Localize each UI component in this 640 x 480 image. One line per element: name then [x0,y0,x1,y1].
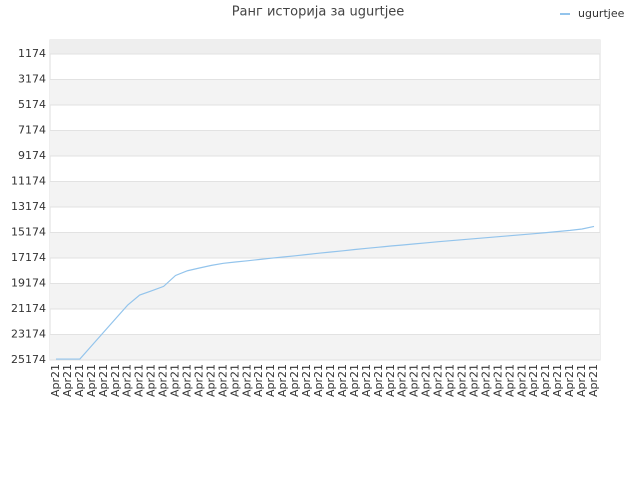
x-tick-label: Apr21 [384,364,397,397]
chart-title: Ранг историја за ugurtjee [232,5,405,20]
x-tick-label: Apr21 [216,364,229,397]
x-tick-label: Apr21 [527,364,540,397]
x-tick-label: Apr21 [300,364,313,397]
x-tick-label: Apr21 [348,364,361,397]
x-tick-label: Apr21 [444,364,457,397]
x-tick-label: Apr21 [360,364,373,397]
x-tick-label: Apr21 [204,364,217,397]
x-tick-label: Apr21 [85,364,98,397]
grid-band [50,40,600,54]
x-tick-label: Apr21 [276,364,289,397]
y-tick-label: 9174 [18,149,46,162]
x-tick-label: Apr21 [121,364,134,397]
x-tick-label: Apr21 [408,364,421,397]
y-tick-label: 23174 [11,327,46,340]
y-tick-label: 1174 [18,47,46,60]
y-tick-label: 7174 [18,123,46,136]
y-tick-label: 25174 [11,353,46,366]
x-tick-label: Apr21 [288,364,301,397]
x-tick-label: Apr21 [324,364,337,397]
x-tick-label: Apr21 [252,364,265,397]
x-tick-label: Apr21 [181,364,194,397]
x-tick-label: Apr21 [240,364,253,397]
x-tick-label: Apr21 [456,364,469,397]
x-tick-label: Apr21 [491,364,504,397]
grid-band [50,283,600,309]
x-tick-label: Apr21 [97,364,110,397]
data-line [55,225,595,360]
x-tick-label: Apr21 [157,364,170,397]
x-tick-label: Apr21 [587,364,600,397]
x-tick-label: Apr21 [145,364,158,397]
y-tick-label: 15174 [11,225,46,238]
grid-band [50,79,600,105]
grid-band [50,130,600,156]
x-tick-label: Apr21 [575,364,588,397]
x-tick-label: Apr21 [467,364,480,397]
x-tick-label: Apr21 [109,364,122,397]
legend-label: ugurtjee [578,7,625,20]
x-tick-label: Apr21 [228,364,241,397]
x-tick-label: Apr21 [551,364,564,397]
y-tick-label: 19174 [11,276,46,289]
x-tick-label: Apr21 [503,364,516,397]
x-tick-label: Apr21 [432,364,445,397]
x-tick-label: Apr21 [420,364,433,397]
y-tick-label: 17174 [11,251,46,264]
grid-band [50,232,600,258]
x-tick-label: Apr21 [61,364,74,397]
x-tick-label: Apr21 [312,364,325,397]
x-tick-label: Apr21 [539,364,552,397]
x-tick-label: Apr21 [73,364,86,397]
x-tick-label: Apr21 [479,364,492,397]
x-tick-label: Apr21 [49,364,62,397]
y-tick-label: 13174 [11,200,46,213]
x-tick-label: Apr21 [264,364,277,397]
y-tick-label: 3174 [18,72,46,85]
y-tick-label: 21174 [11,302,46,315]
grid-band [50,334,600,360]
x-tick-label: Apr21 [336,364,349,397]
x-tick-label: Apr21 [563,364,576,397]
y-tick-label: 5174 [18,98,46,111]
x-tick-label: Apr21 [169,364,182,397]
grid-band [50,181,600,207]
x-tick-label: Apr21 [192,364,205,397]
x-tick-label: Apr21 [515,364,528,397]
y-tick-label: 11174 [11,174,46,187]
x-tick-label: Apr21 [133,364,146,397]
x-tick-label: Apr21 [396,364,409,397]
x-tick-label: Apr21 [372,364,385,397]
